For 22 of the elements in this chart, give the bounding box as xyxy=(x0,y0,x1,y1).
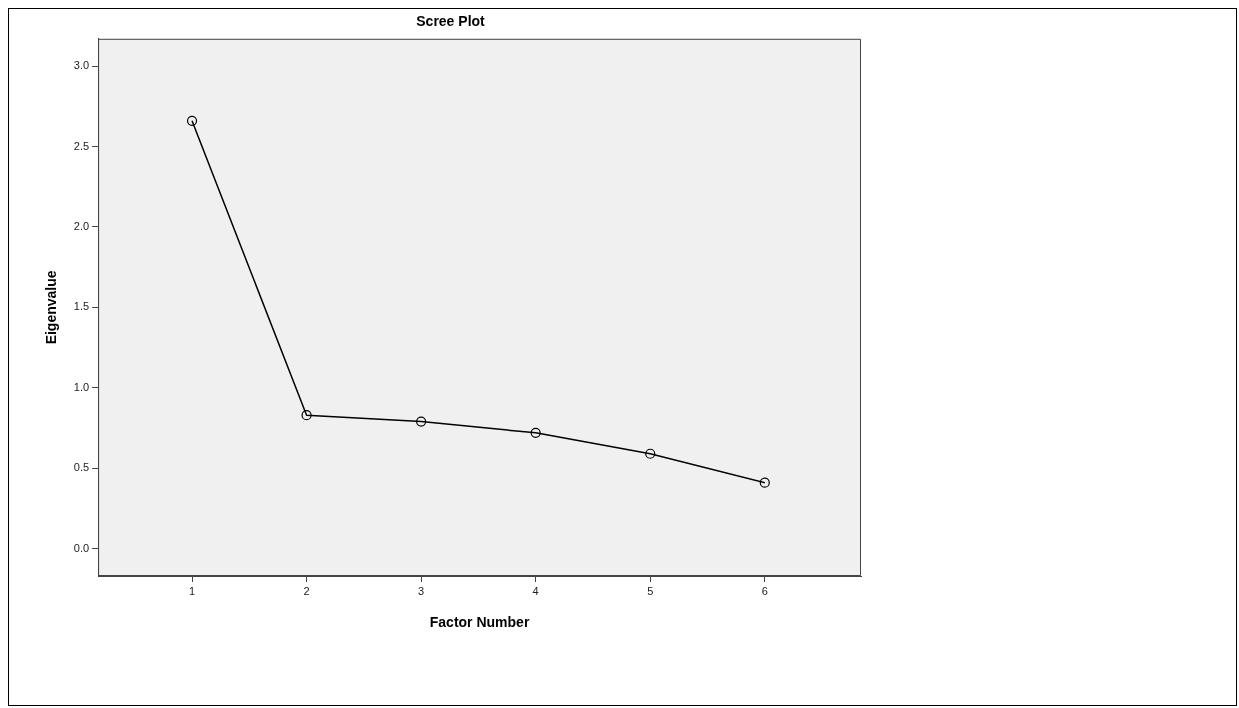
y-tick-label: 0.5 xyxy=(73,461,90,474)
y-tick-label: 0.0 xyxy=(73,541,90,554)
y-tick-label: 1.5 xyxy=(73,300,90,313)
point xyxy=(186,115,198,126)
y-tick-label: 3.0 xyxy=(73,59,90,72)
y-tick-label: 2.5 xyxy=(73,139,90,152)
y-axis-title: Eigenvalue xyxy=(43,270,60,345)
x-tick-label: 4 xyxy=(532,584,539,597)
x-tick-label: 6 xyxy=(761,584,768,597)
x-tick-label: 3 xyxy=(418,584,425,597)
chart-title: Scree Plot xyxy=(416,13,486,30)
point xyxy=(645,448,656,459)
y-tick-label: 2.0 xyxy=(73,220,90,233)
point xyxy=(759,477,770,488)
x-tick-label: 2 xyxy=(303,584,310,597)
point xyxy=(301,410,312,421)
y-tick-label: 1.0 xyxy=(73,380,90,393)
x-axis-title: Factor Number xyxy=(429,614,530,631)
x-tick-label: 5 xyxy=(647,584,654,597)
point xyxy=(416,416,427,427)
x-tick-label: 1 xyxy=(188,584,196,597)
point xyxy=(530,427,541,438)
